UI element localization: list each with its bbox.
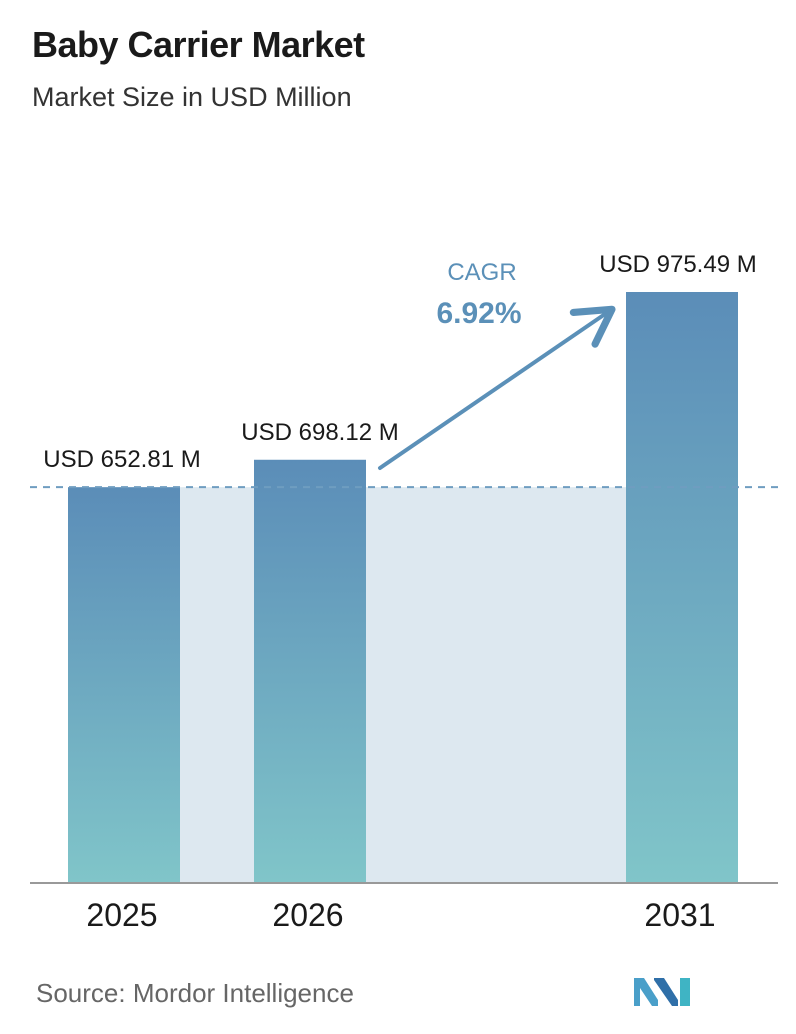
x-tick-label-2031: 2031 [644,897,715,933]
bars [68,292,738,882]
bar-2025 [68,487,180,882]
chart-title: Baby Carrier Market [32,24,365,65]
value-label-2031: USD 975.49 M [599,251,756,278]
gap-fill-1 [366,487,626,882]
source-note: Source: Mordor Intelligence [36,978,354,1008]
bar-2031 [626,292,738,882]
x-tick-label-2026: 2026 [272,897,343,933]
bar-2026 [254,459,366,882]
cagr-arrow [378,305,616,470]
chart-subtitle: Market Size in USD Million [32,82,352,112]
gap-fill-0 [180,487,254,882]
x-tick-label-2025: 2025 [86,897,157,933]
gap-fills [180,487,626,882]
value-label-2025: USD 652.81 M [43,446,200,473]
value-label-2026: USD 698.12 M [241,419,398,446]
mordor-intelligence-logo-icon [634,978,690,1006]
cagr-label: CAGR [447,259,516,286]
bar-chart: USD 652.81 M USD 698.12 M USD 975.49 M 202… [30,251,780,933]
cagr-value: 6.92% [436,297,521,330]
